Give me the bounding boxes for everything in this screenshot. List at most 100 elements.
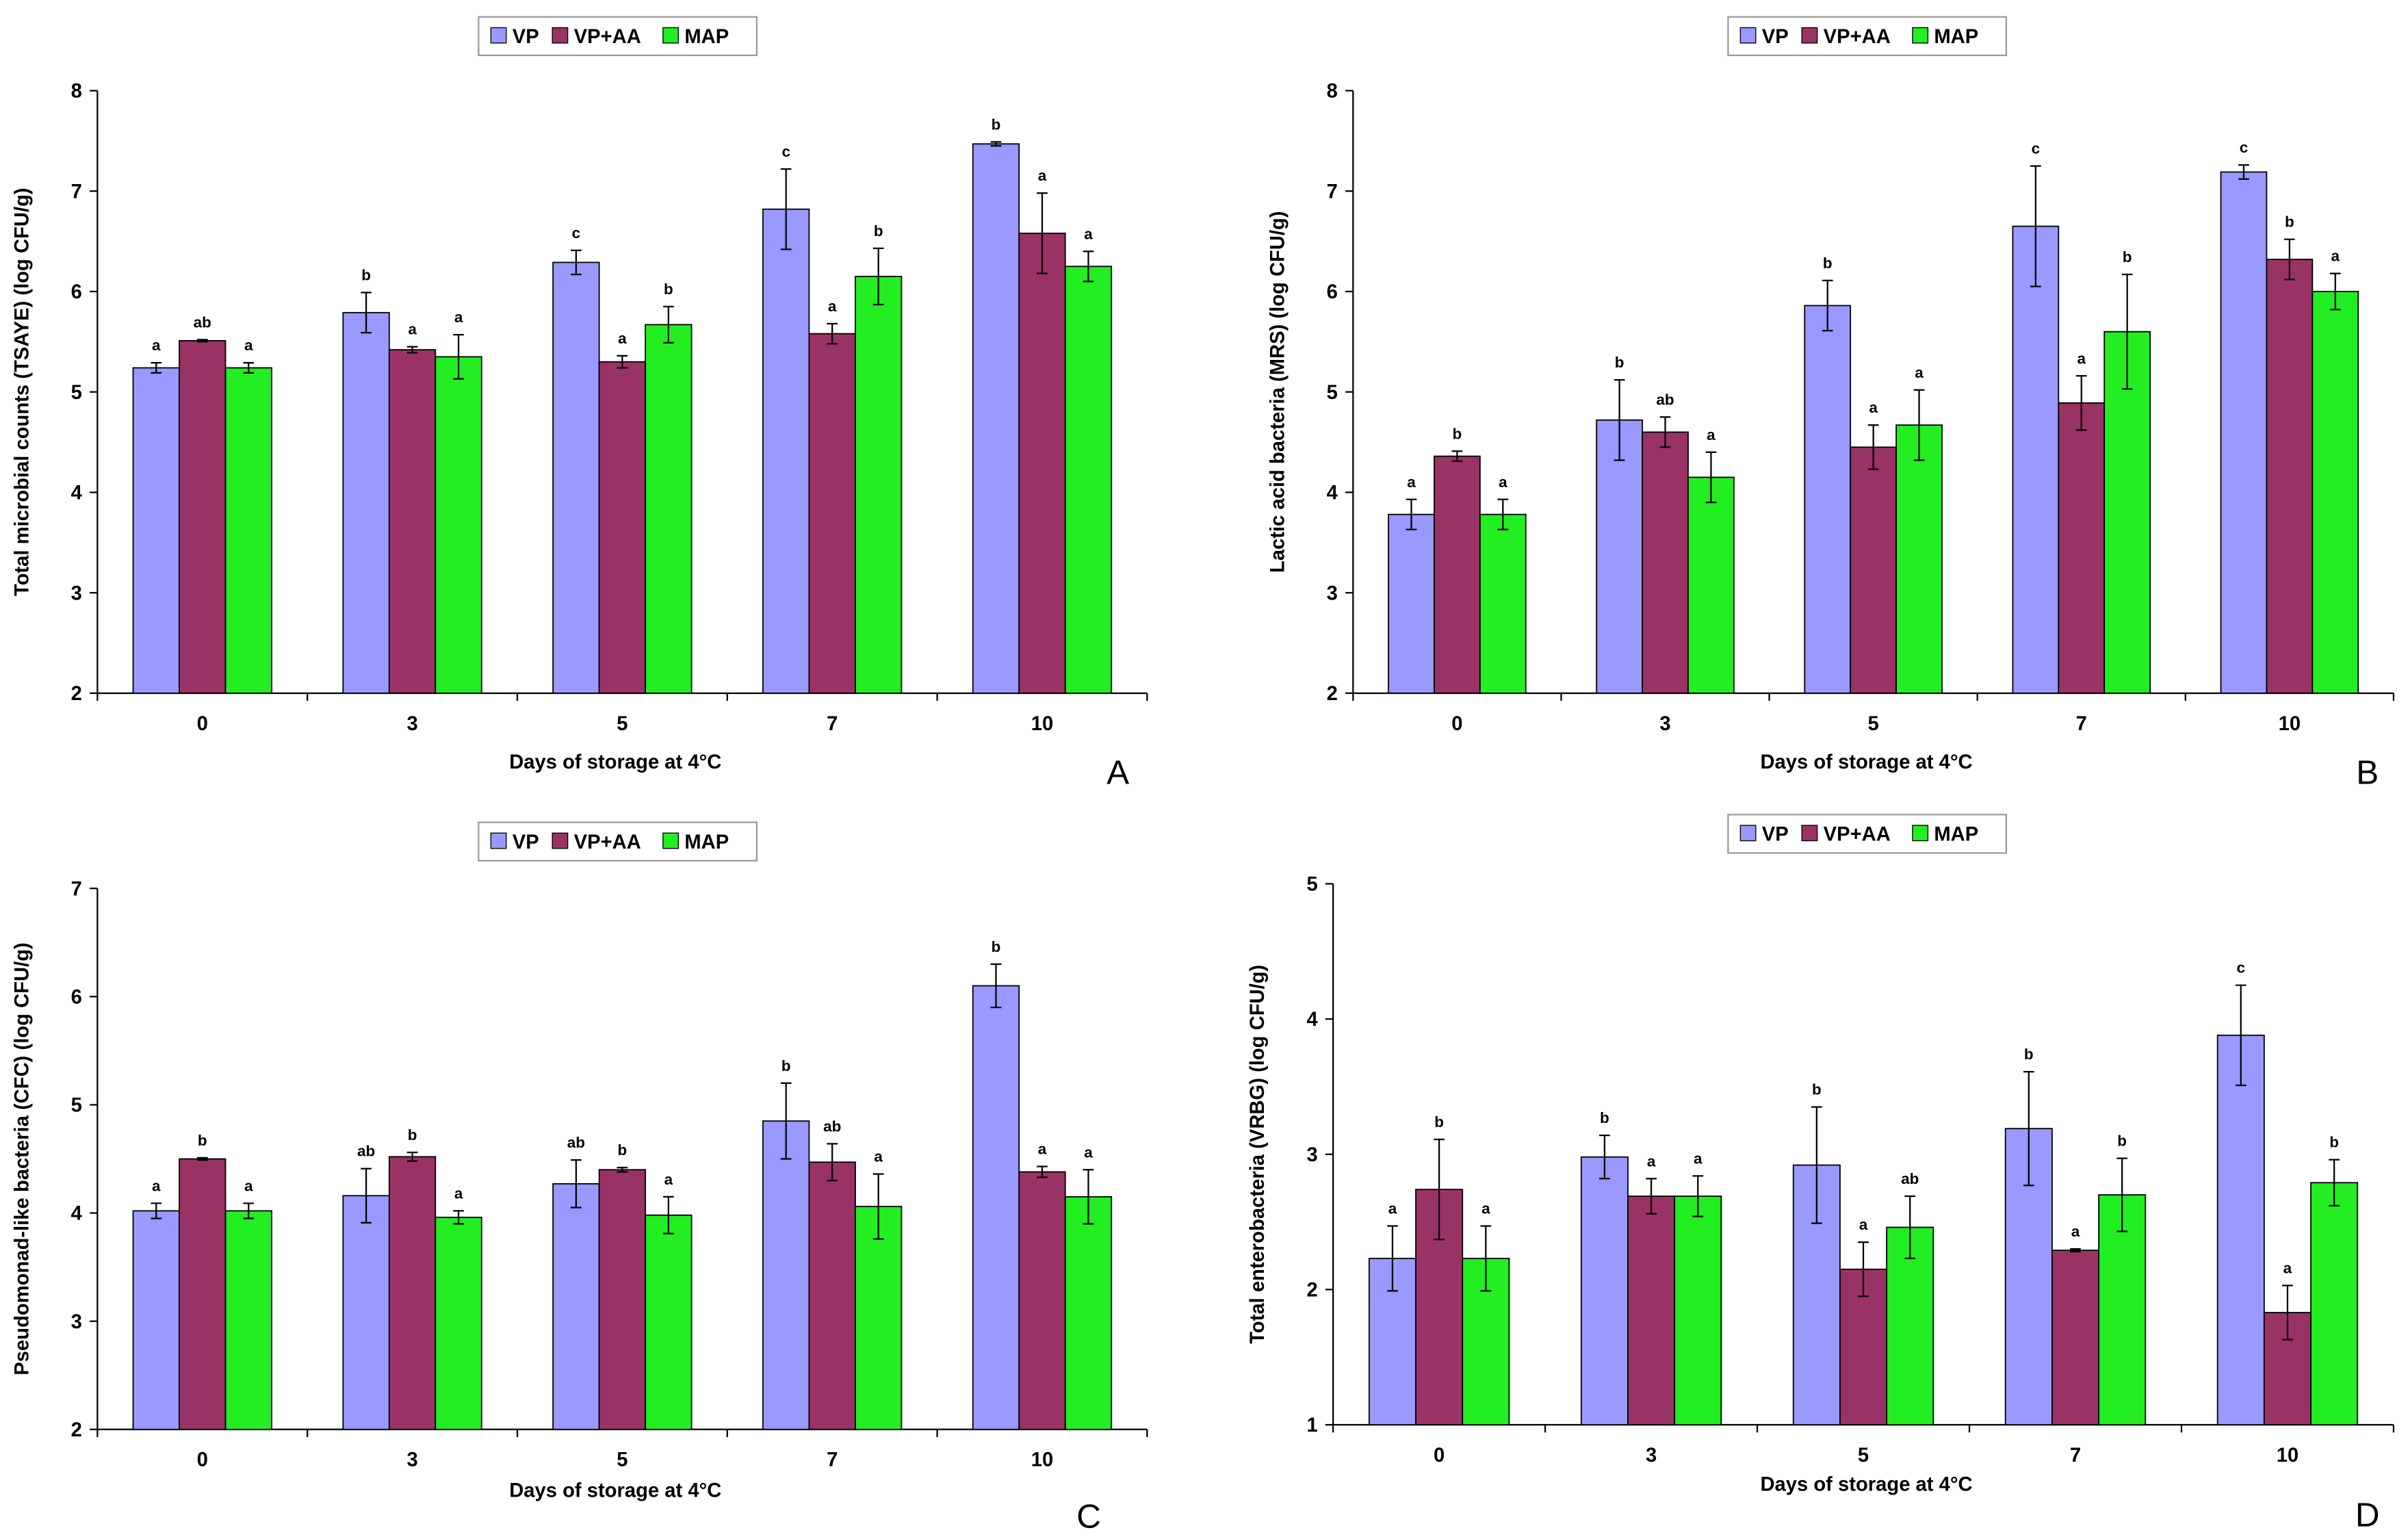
error-bar [196, 1157, 208, 1161]
significance-letter: c [572, 224, 581, 242]
error-bar [663, 1196, 674, 1235]
significance-letter: ab [1901, 1170, 1919, 1187]
legend: VP VP+AA MAP [1727, 814, 2008, 854]
legend-label: VP+AA [1824, 26, 1891, 48]
y-tick-label: 5 [71, 1095, 82, 1117]
error-bar [1659, 416, 1671, 448]
significance-letter: a [1038, 1141, 1047, 1158]
y-tick-label: 3 [71, 582, 82, 604]
error-bar [872, 1173, 884, 1240]
error-bar [196, 339, 208, 343]
y-tick-label: 2 [71, 1419, 82, 1441]
error-bar [361, 292, 372, 334]
significance-letter: a [874, 1148, 883, 1165]
bar [762, 1120, 810, 1430]
legend-swatch [662, 832, 679, 849]
significance-letter: a [1869, 399, 1878, 416]
error-bar [617, 354, 628, 369]
significance-letter: a [1499, 474, 1507, 491]
error-bar [2070, 1248, 2081, 1253]
y-tick-label: 2 [1306, 1280, 1317, 1302]
error-bar [1822, 279, 1833, 332]
x-axis-label: Days of storage at 4°C [509, 1480, 721, 1502]
y-tick-label: 7 [1327, 181, 1338, 203]
error-bar [1083, 1169, 1094, 1225]
significance-letter: b [2123, 248, 2132, 266]
bar [1642, 431, 1689, 694]
significance-letter: a [2331, 248, 2340, 265]
x-tick-label: 5 [617, 1449, 627, 1471]
legend-swatch [490, 27, 507, 44]
significance-letter: a [1038, 167, 1047, 184]
x-tick-label: 10 [1031, 1449, 1053, 1471]
legend-swatch [552, 27, 569, 44]
y-tick-label: 6 [1327, 281, 1338, 303]
error-bar [1434, 1138, 1445, 1241]
x-tick-label: 3 [406, 713, 417, 735]
bar [645, 324, 692, 694]
significance-letter: a [1407, 474, 1416, 491]
legend-label: VP+AA [574, 831, 641, 853]
error-bar [990, 963, 1002, 1009]
bar [2220, 171, 2268, 694]
significance-letter: b [874, 222, 883, 240]
panel-label: D [2355, 1496, 2380, 1534]
error-bar [151, 1202, 162, 1219]
x-tick-label: 3 [406, 1449, 417, 1471]
y-tick-label: 1 [1306, 1415, 1317, 1436]
bar [1895, 424, 1943, 694]
bar [1434, 455, 1481, 694]
bar [435, 356, 482, 694]
bar [645, 1214, 692, 1430]
error-bar [2329, 272, 2341, 311]
significance-letter: a [454, 309, 463, 326]
legend-swatch [662, 27, 679, 44]
error-bar [617, 1167, 628, 1173]
legend-box [478, 16, 758, 56]
significance-letter: a [1859, 1216, 1868, 1233]
significance-letter: ab [194, 313, 211, 331]
significance-letter: a [244, 337, 253, 354]
error-bar [1692, 1175, 1704, 1217]
significance-letter: b [2329, 1134, 2339, 1151]
y-tick-label: 7 [71, 181, 82, 203]
bar [1479, 513, 1527, 694]
bar [808, 333, 856, 694]
bar [1886, 1226, 1934, 1425]
error-bar [243, 362, 255, 374]
bar [762, 208, 810, 694]
legend-label: MAP [684, 26, 729, 48]
error-bar [453, 1210, 464, 1225]
significance-letter: b [1453, 425, 1462, 442]
bar [1627, 1196, 1676, 1425]
error-bar [1904, 1195, 1916, 1260]
error-bar [1406, 498, 1417, 530]
bar [1687, 476, 1735, 694]
panel-label: C [1076, 1498, 1101, 1536]
x-tick-label: 5 [1868, 713, 1879, 735]
significance-letter: b [664, 281, 673, 298]
bar [1064, 1196, 1113, 1430]
significance-letter: b [1812, 1081, 1822, 1098]
error-bar [1083, 250, 1094, 283]
legend-swatch [1912, 825, 1929, 842]
bar [2098, 1194, 2147, 1425]
y-tick-label: 4 [1327, 482, 1338, 504]
bar [342, 1195, 390, 1430]
bar [552, 1183, 600, 1430]
significance-letter: b [198, 1132, 207, 1149]
error-bar [1037, 192, 1048, 274]
bar [1018, 232, 1066, 694]
bar [1064, 266, 1113, 694]
bar [388, 349, 437, 694]
bar [1596, 419, 1643, 694]
error-bar [406, 346, 418, 354]
significance-letter: b [361, 266, 371, 283]
y-tick-label: 6 [71, 986, 82, 1008]
error-bar [827, 1143, 838, 1182]
y-tick-label: 8 [1327, 81, 1338, 103]
error-bar [2238, 164, 2249, 180]
y-tick-label: 6 [71, 281, 82, 303]
x-tick-label: 3 [1659, 713, 1670, 735]
